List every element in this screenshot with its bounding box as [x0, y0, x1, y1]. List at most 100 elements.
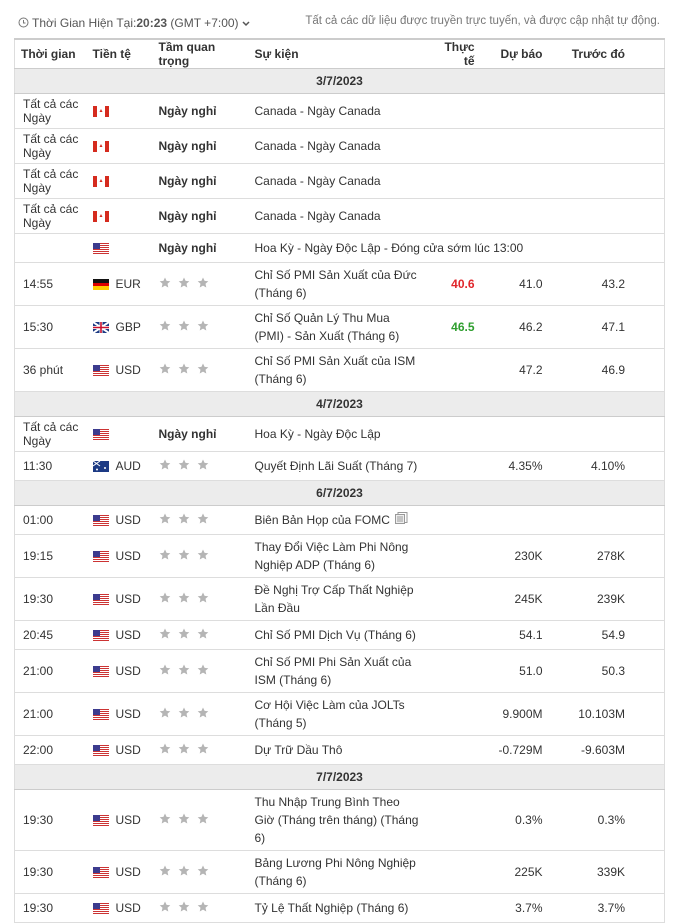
event-row: 15:30 GBP Chỉ Số Quản Lý Thu Mua (PMI) - S… [14, 305, 665, 349]
event: Bảng Lương Phi Nông Nghiệp (Tháng 6) [248, 850, 425, 894]
flag [92, 551, 109, 563]
time: Tất cả các Ngày [14, 93, 87, 129]
currency-code: USD [115, 865, 141, 879]
event-name[interactable]: Tỷ Lệ Thất Nghiệp (Tháng 6) [254, 901, 409, 915]
event-name[interactable]: Thay Đổi Việc Làm Phi Nông Nghiệp ADP (T… [254, 540, 409, 572]
currency: USD [86, 735, 153, 765]
previous: 46.9 [548, 348, 665, 392]
flag [92, 429, 109, 441]
note: Tất cả các dữ liệu được truyền trực tuyế… [305, 15, 660, 27]
importance: Ngày nghỉ [152, 93, 249, 129]
event-name[interactable]: Thu Nhập Trung Bình Theo Giờ (Tháng trên… [254, 795, 419, 845]
importance-stars [159, 813, 208, 824]
time: 01:00 [14, 505, 87, 535]
date-row: 4/7/2023 [14, 391, 665, 417]
time-label: Thời Gian Hiện Tại: [32, 16, 137, 30]
event-name[interactable]: Đề Nghị Trợ Cấp Thất Nghiệp Lần Đầu [254, 583, 414, 615]
event-name[interactable]: Cơ Hội Việc Làm của JOLTs (Tháng 5) [254, 698, 405, 730]
date: 6/7/2023 [14, 480, 665, 506]
event-row: 19:15 USD Thay Đổi Việc Làm Phi Nông Nghiệ… [14, 534, 665, 578]
flag [92, 279, 109, 291]
time: Tất cả các Ngày [14, 163, 87, 199]
event-name[interactable]: Canada - Ngày Canada [254, 174, 381, 188]
event-name[interactable]: Canada - Ngày Canada [254, 139, 381, 153]
event: Quyết Định Lãi Suất (Tháng 7) [248, 451, 425, 481]
importance-stars [159, 277, 208, 288]
event-name[interactable]: Chỉ Số PMI Sản Xuất của Đức (Tháng 6) [254, 268, 417, 300]
previous: 239K [548, 577, 665, 621]
holiday: Ngày nghỉ [158, 139, 217, 153]
event-row: 20:45 USD Chỉ Số PMI Dịch Vụ (Tháng 6) 54.1… [14, 620, 665, 650]
forecast: 51.0 [480, 649, 549, 693]
event-row: Ngày nghỉ Hoa Kỳ - Ngày Độc Lập - Đóng cử… [14, 233, 665, 263]
event-name[interactable]: Biên Bản Họp của FOMC [254, 513, 390, 527]
currency-code: USD [115, 549, 141, 563]
currency: USD [86, 789, 153, 851]
importance [152, 735, 249, 765]
currency [86, 233, 153, 263]
event-row: 36 phút USD Chỉ Số PMI Sản Xuất của ISM (T… [14, 348, 665, 392]
event: Đề Nghị Trợ Cấp Thất Nghiệp Lần Đầu [248, 577, 425, 621]
importance [152, 305, 249, 349]
event-name[interactable]: Chỉ Số Quản Lý Thu Mua (PMI) - Sản Xuất … [254, 311, 400, 343]
event-name[interactable]: Chỉ Số PMI Dịch Vụ (Tháng 6) [254, 628, 416, 642]
time: 11:30 [14, 451, 87, 481]
event-name[interactable]: Chỉ Số PMI Sản Xuất của ISM (Tháng 6) [254, 354, 416, 386]
currency-code: USD [115, 513, 141, 527]
importance-stars [159, 664, 208, 675]
event: Tỷ Lệ Thất Nghiệp (Tháng 6) [248, 893, 425, 923]
actual [424, 505, 481, 535]
header-row: Thời gian Tiền tệ Tầm quan trọng Sự kiện Thự… [14, 38, 665, 69]
event: Chỉ Số PMI Phi Sản Xuất của ISM (Tháng 6… [248, 649, 425, 693]
importance [152, 534, 249, 578]
event-name[interactable]: Hoa Kỳ - Ngày Độc Lập [254, 427, 381, 441]
time: 15:30 [14, 305, 87, 349]
event-row: Tất cả các Ngày Ngày nghỉ Canada - Ngày Ca… [14, 198, 665, 234]
flag [92, 106, 109, 118]
currency [86, 93, 153, 129]
actual [424, 735, 481, 765]
flag [92, 815, 109, 827]
column-header: Thời gian [14, 38, 87, 69]
actual: 40.6 [424, 262, 481, 306]
event-row: 22:00 USD Dự Trữ Dầu Thô -0.729M -9.603M [14, 735, 665, 765]
event-name[interactable]: Quyết Định Lãi Suất (Tháng 7) [254, 459, 418, 473]
event-name[interactable]: Chỉ Số PMI Phi Sản Xuất của ISM (Tháng 6… [254, 655, 412, 687]
previous: 0.3% [548, 789, 665, 851]
flag [92, 515, 109, 527]
event-row: 21:00 USD Chỉ Số PMI Phi Sản Xuất của ISM … [14, 649, 665, 693]
flag [92, 243, 109, 255]
previous: 10.103M [548, 692, 665, 736]
time [14, 233, 87, 263]
column-header: Thực tế [424, 38, 481, 69]
event-name[interactable]: Hoa Kỳ - Ngày Độc Lập - Đóng cửa sớm lúc… [254, 241, 524, 255]
date: 4/7/2023 [14, 391, 665, 417]
importance-stars [159, 459, 208, 470]
importance: Ngày nghỉ [152, 128, 249, 164]
event-name[interactable]: Canada - Ngày Canada [254, 209, 381, 223]
event-name[interactable]: Canada - Ngày Canada [254, 104, 381, 118]
currency: USD [86, 505, 153, 535]
previous: -9.603M [548, 735, 665, 765]
forecast: -0.729M [480, 735, 549, 765]
currency: USD [86, 577, 153, 621]
importance-stars [159, 901, 208, 912]
time: Tất cả các Ngày [14, 416, 87, 452]
importance [152, 692, 249, 736]
event-name[interactable]: Bảng Lương Phi Nông Nghiệp (Tháng 6) [254, 856, 416, 888]
previous: 4.10% [548, 451, 665, 481]
currency: USD [86, 850, 153, 894]
importance-stars [159, 628, 208, 639]
actual [424, 893, 481, 923]
actual [424, 451, 481, 481]
flag [92, 903, 109, 915]
event-row: 19:30 USD Bảng Lương Phi Nông Nghiệp (Thán… [14, 850, 665, 894]
time: 21:00 [14, 692, 87, 736]
currency [86, 128, 153, 164]
flag [92, 594, 109, 606]
current-time[interactable]: Thời Gian Hiện Tại:20:23 (GMT +7:00) [32, 16, 250, 30]
event-name[interactable]: Dự Trữ Dầu Thô [254, 743, 343, 757]
flag [92, 709, 109, 721]
event: Cơ Hội Việc Làm của JOLTs (Tháng 5) [248, 692, 425, 736]
forecast: 230K [480, 534, 549, 578]
